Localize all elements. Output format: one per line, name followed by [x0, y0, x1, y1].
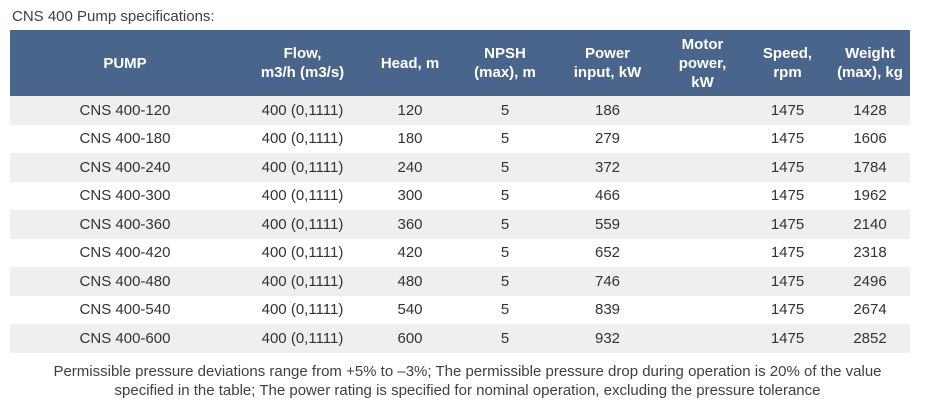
table-cell: 5 — [500, 329, 510, 347]
table-cell: CNS 400-240 — [79, 158, 171, 176]
table-cell: CNS 400-180 — [79, 130, 171, 148]
table-cell: CNS 400-540 — [79, 301, 171, 319]
table-cell: 746 — [594, 272, 621, 290]
table-cell: 2496 — [853, 272, 887, 290]
table-cell: CNS 400-420 — [79, 244, 171, 262]
table-cell: 279 — [594, 130, 621, 148]
table-cell: 932 — [594, 329, 621, 347]
table-cell: 1475 — [770, 244, 805, 262]
table-cell: 186 — [594, 101, 621, 119]
table-cell: 5 — [500, 244, 510, 262]
table-cell: 5 — [500, 187, 510, 205]
table-cell: 5 — [500, 301, 510, 319]
table-cell: 180 — [397, 130, 423, 148]
table-cell: 5 — [500, 130, 510, 148]
table-cell: 5 — [500, 215, 510, 233]
table-cell: 540 — [397, 301, 423, 319]
table-cell: 1475 — [770, 101, 805, 119]
table-cell: 400 (0,1111) — [261, 215, 344, 233]
table-cell: 839 — [594, 301, 621, 319]
table-cell — [660, 153, 745, 182]
table-cell: 466 — [594, 187, 621, 205]
table-cell: 2318 — [853, 244, 887, 262]
table-cell: CNS 400-120 — [79, 101, 171, 119]
table-cell: 1475 — [770, 272, 805, 290]
table-row: CNS 400-360 400 (0,1111) 360 5 559 1475 2140 — [10, 210, 910, 239]
table-cell — [660, 239, 745, 268]
table-row: CNS 400-300 400 (0,1111) 300 5 466 1475 1962 — [10, 181, 910, 211]
table-cell — [660, 96, 745, 125]
table-cell: 600 — [397, 329, 423, 347]
table-cell — [660, 125, 745, 154]
table-cell — [660, 296, 745, 325]
table-cell: 480 — [397, 272, 423, 290]
table-cell: 400 (0,1111) — [261, 101, 344, 119]
table-cell: 420 — [397, 244, 423, 262]
table-row: CNS 400-600 400 (0,1111) 600 5 932 1475 2852 — [10, 324, 910, 353]
table-cell: 5 — [500, 272, 510, 290]
table-cell: 1606 — [853, 130, 887, 148]
footnote: Permissible pressure deviations range fr… — [53, 362, 882, 399]
table-cell: 1475 — [770, 329, 805, 347]
column-header: NPSH (max), m — [455, 30, 555, 96]
table-cell: 400 (0,1111) — [261, 187, 344, 205]
table-cell: 400 (0,1111) — [261, 244, 344, 262]
table-cell — [660, 324, 745, 353]
table-body: CNS 400-120 400 (0,1111) 120 5 186 1475 1428 CN… — [10, 96, 910, 353]
table-cell: 1475 — [770, 187, 805, 205]
table-cell: 400 (0,1111) — [261, 272, 344, 290]
column-header: Weight (max), kg — [830, 30, 910, 96]
table-cell: 1475 — [770, 158, 805, 176]
table-row: CNS 400-420 400 (0,1111) 420 5 652 1475 2318 — [10, 238, 910, 268]
page-title: CNS 400 Pump specifications: — [12, 8, 215, 25]
table-cell — [660, 182, 745, 211]
table-cell: 2852 — [853, 329, 887, 347]
table-cell: 1475 — [770, 215, 805, 233]
table-cell: 360 — [397, 215, 423, 233]
table-cell: 2140 — [853, 215, 887, 233]
table-cell: 1475 — [770, 301, 805, 319]
table-row: CNS 400-540 400 (0,1111) 540 5 839 1475 2674 — [10, 295, 910, 325]
table-cell: 400 (0,1111) — [261, 329, 344, 347]
table-cell — [660, 267, 745, 296]
table-cell — [660, 210, 745, 239]
table-cell: 1475 — [770, 130, 805, 148]
table-cell: CNS 400-600 — [79, 329, 171, 347]
header-row: PUMP Flow, m3/h (m3/s) Head, m NPSH (max), … — [10, 30, 910, 96]
table-cell: 2674 — [853, 301, 887, 319]
table-row: CNS 400-120 400 (0,1111) 120 5 186 1475 1428 — [10, 96, 910, 125]
table-cell: 400 (0,1111) — [261, 158, 344, 176]
column-header: Motor power, kW — [660, 30, 745, 96]
column-header: Power input, kW — [555, 30, 660, 96]
table-cell: 652 — [594, 244, 621, 262]
table-cell: CNS 400-360 — [79, 215, 171, 233]
table-cell: 400 (0,1111) — [261, 130, 344, 148]
table-row: CNS 400-480 400 (0,1111) 480 5 746 1475 2496 — [10, 267, 910, 296]
table-cell: 1784 — [853, 158, 887, 176]
table-cell: 400 (0,1111) — [261, 301, 344, 319]
column-header: Flow, m3/h (m3/s) — [240, 30, 365, 96]
column-header: PUMP — [10, 30, 240, 96]
table-cell: 1962 — [853, 187, 887, 205]
table-cell: 300 — [397, 187, 423, 205]
column-header: Head, m — [365, 30, 455, 96]
table-head: PUMP Flow, m3/h (m3/s) Head, m NPSH (max), … — [10, 30, 910, 96]
table-row: CNS 400-180 400 (0,1111) 180 5 279 1475 1606 — [10, 124, 910, 154]
table-cell: 372 — [594, 158, 621, 176]
column-header: Speed, rpm — [745, 30, 830, 96]
table-row: CNS 400-240 400 (0,1111) 240 5 372 1475 1784 — [10, 153, 910, 182]
table-cell: 120 — [397, 101, 423, 119]
table-cell: 1428 — [853, 101, 887, 119]
table-cell: 559 — [594, 215, 621, 233]
table-cell: 5 — [500, 158, 510, 176]
table-cell: CNS 400-300 — [79, 187, 171, 205]
table-cell: CNS 400-480 — [79, 272, 171, 290]
table-cell: 240 — [397, 158, 423, 176]
pump-spec-table: PUMP Flow, m3/h (m3/s) Head, m NPSH (max), … — [10, 30, 910, 353]
table-cell: 5 — [500, 101, 510, 119]
